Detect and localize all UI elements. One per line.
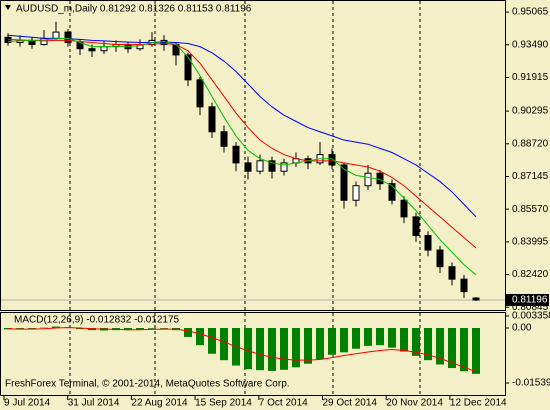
x-tick-label: 7 Oct 2014	[259, 398, 308, 409]
x-tick-label: 20 Nov 2014	[386, 398, 443, 409]
macd-bar	[28, 328, 36, 329]
candle-body	[400, 199, 408, 218]
macd-bar	[328, 328, 336, 355]
macd-bar	[148, 328, 156, 329]
candle-body	[28, 39, 36, 46]
macd-bar	[52, 326, 60, 329]
moving-average	[7, 37, 477, 276]
symbol-icon	[5, 5, 11, 10]
macd-bar	[220, 328, 228, 361]
macd-bar	[304, 328, 312, 364]
macd-bar	[340, 328, 348, 353]
macd-panel	[0, 312, 506, 396]
macd-bar	[16, 328, 24, 330]
macd-bar	[40, 327, 48, 329]
x-tick-label: 22 Aug 2014	[131, 398, 188, 409]
macd-y-tick-label: 0.003358	[512, 311, 550, 322]
candle-body	[448, 266, 456, 280]
candle-body	[460, 278, 468, 293]
macd-bar	[208, 328, 216, 354]
macd-bar	[268, 328, 276, 371]
candle-body	[208, 106, 216, 133]
macd-bar	[400, 328, 408, 352]
y-tick-label: 0.95065	[512, 7, 549, 18]
macd-y-tick-label: -0.01539	[512, 378, 550, 389]
candle-body	[88, 48, 96, 52]
candle-body	[100, 46, 108, 52]
last-price-box	[506, 293, 549, 306]
macd-bar	[436, 328, 444, 365]
x-tick-label: 15 Sep 2014	[195, 398, 252, 409]
price-panel	[0, 0, 506, 311]
macd-bar	[388, 328, 396, 348]
macd-bar	[448, 328, 456, 369]
candle-body	[412, 216, 420, 237]
macd-bar	[184, 328, 192, 337]
macd-bar	[472, 328, 480, 374]
macd-title: MACD(12,26,9) -0.012832 -0.012175	[14, 315, 180, 326]
candle-body	[472, 297, 480, 301]
y-tick-label: 0.80845	[512, 302, 549, 313]
macd-bar	[136, 328, 144, 330]
y-tick-label: 0.85570	[512, 204, 549, 215]
y-tick-label: 0.87145	[512, 171, 549, 182]
macd-bar	[76, 328, 84, 330]
macd-bar	[124, 328, 132, 331]
y-tick-label: 0.91915	[512, 72, 549, 83]
y-tick-label: 0.83995	[512, 237, 549, 248]
copyright: FreshForex Terminal, © 2001-2014, MetaQu…	[5, 379, 290, 390]
y-tick-label: 0.93490	[512, 39, 549, 50]
candle-body	[244, 162, 252, 172]
y-tick-label: 0.88720	[512, 138, 549, 149]
y-tick-label: 0.90295	[512, 106, 549, 117]
macd-bar	[424, 328, 432, 361]
candle-body	[424, 235, 432, 251]
candle-body	[352, 185, 360, 201]
macd-bar	[412, 328, 420, 356]
macd-bar	[352, 328, 360, 349]
candle-body	[256, 160, 264, 172]
candle-body	[232, 145, 240, 164]
candle-body	[64, 31, 72, 43]
macd-bar	[376, 328, 384, 346]
macd-signal	[7, 327, 477, 372]
macd-bar	[280, 328, 288, 370]
x-tick-label: 9 Jul 2014	[4, 398, 51, 409]
moving-average	[7, 38, 477, 249]
candle-body	[40, 37, 48, 46]
x-tick-label: 31 Jul 2014	[68, 398, 120, 409]
x-tick-label: 12 Dec 2014	[450, 398, 507, 409]
candle-body	[280, 162, 288, 172]
y-tick-label: 0.82420	[512, 269, 549, 280]
macd-bar	[160, 328, 168, 329]
candle-body	[436, 249, 444, 268]
macd-bar	[196, 328, 204, 346]
x-tick-label: 29 Oct 2014	[323, 398, 378, 409]
macd-bar	[292, 328, 300, 368]
candle-body	[328, 154, 336, 166]
candle-body	[52, 31, 60, 39]
candle-body	[376, 172, 384, 185]
macd-bar	[316, 328, 324, 360]
last-price-label: 0.81196	[512, 295, 548, 306]
macd-bar	[460, 328, 468, 372]
candle-body	[268, 160, 276, 172]
candle-body	[340, 164, 348, 201]
macd-bar	[364, 328, 372, 346]
candle-body	[184, 54, 192, 81]
candle-body	[388, 183, 396, 201]
candle-body	[220, 131, 228, 147]
macd-bar	[244, 328, 252, 370]
chart-title: AUDUSD_m,Daily 0.81292 0.81326 0.81153 0…	[16, 4, 252, 15]
macd-y-tick-label: 0.00	[512, 323, 532, 334]
candle-body	[196, 79, 204, 108]
macd-bar	[256, 328, 264, 371]
candle-body	[364, 172, 372, 187]
moving-average	[7, 34, 477, 218]
